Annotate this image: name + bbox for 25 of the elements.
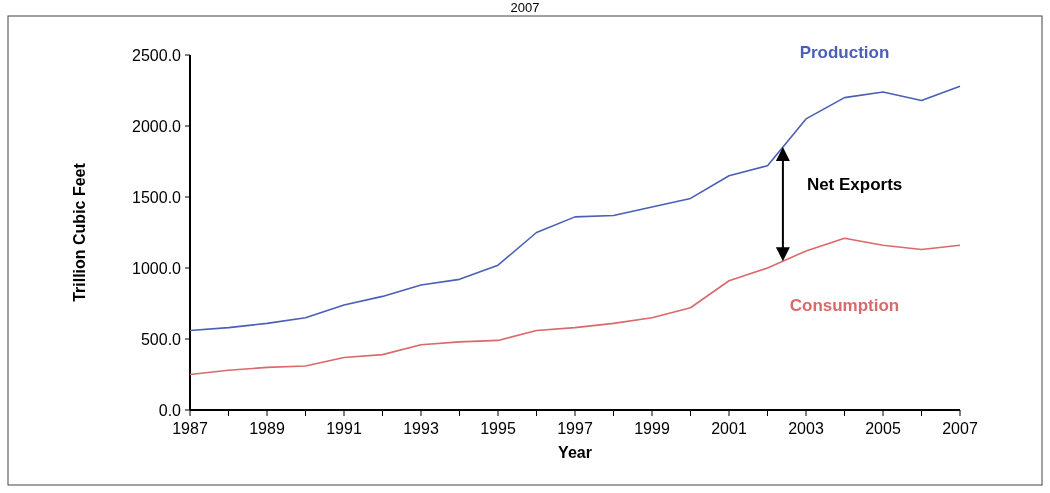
x-tick-label: 2005 (865, 420, 901, 437)
annotation: Net Exports (806, 175, 903, 195)
x-tick-label: 1993 (403, 420, 439, 437)
y-tick-label: 2000.0 (132, 117, 182, 135)
line-series (189, 85, 961, 332)
y-tick-label: 1000.0 (132, 259, 182, 277)
x-tick-label: 1995 (480, 420, 516, 437)
x-tick-label: 2003 (788, 420, 824, 437)
y-tick-label: 2500.0 (132, 46, 182, 64)
x-tick-label: 1987 (172, 420, 208, 437)
x-tick-label: 2007 (942, 420, 978, 437)
text: Consumption (789, 295, 900, 315)
y-tick-label: 500.0 (140, 330, 182, 348)
x-tick-label: 1997 (557, 420, 593, 437)
y-axis-title: Trillion Cubic Feet (71, 162, 88, 302)
x-tick-label: 1991 (326, 420, 362, 437)
line-series (189, 237, 961, 376)
chart-title: 2007 (510, 0, 540, 15)
y-tick-label: 0.0 (158, 401, 182, 419)
x-tick-label: 1999 (634, 420, 670, 437)
series-label: Production (799, 43, 890, 63)
x-tick-label: 2001 (711, 420, 747, 437)
y-tick-label: 1500.0 (132, 188, 182, 206)
x-tick-label: 1989 (249, 420, 285, 437)
x-axis-title: Year (558, 444, 592, 461)
